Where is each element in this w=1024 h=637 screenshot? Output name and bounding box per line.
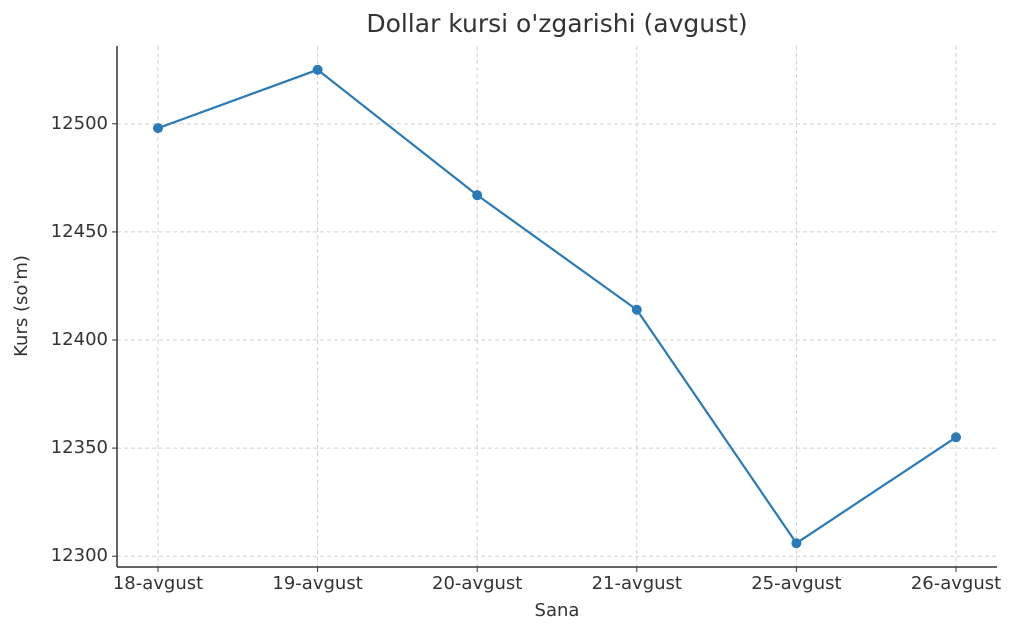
x-tick-label: 21-avgust — [592, 573, 682, 594]
x-tick-label: 20-avgust — [432, 573, 522, 594]
y-tick-label: 12450 — [51, 221, 108, 242]
point — [312, 64, 323, 75]
x-axis-label: Sana — [535, 600, 580, 621]
point — [472, 190, 483, 201]
y-axis-label: Kurs (so'm) — [11, 255, 32, 357]
y-tick-label: 12400 — [51, 329, 108, 350]
x-tick-label: 25-avgust — [751, 573, 841, 594]
x-tick-label: 26-avgust — [911, 573, 1001, 594]
point — [631, 304, 642, 315]
y-tick-label: 12500 — [51, 113, 108, 134]
y-tick-label: 12350 — [51, 437, 108, 458]
y-tick-label: 12300 — [51, 545, 108, 566]
chart-title: Dollar kursi o'zgarishi (avgust) — [366, 9, 747, 38]
x-tick-label: 18-avgust — [113, 573, 203, 594]
point — [791, 538, 802, 549]
x-tick-label: 19-avgust — [272, 573, 362, 594]
point — [951, 432, 961, 443]
point — [153, 123, 163, 134]
line — [157, 68, 957, 545]
